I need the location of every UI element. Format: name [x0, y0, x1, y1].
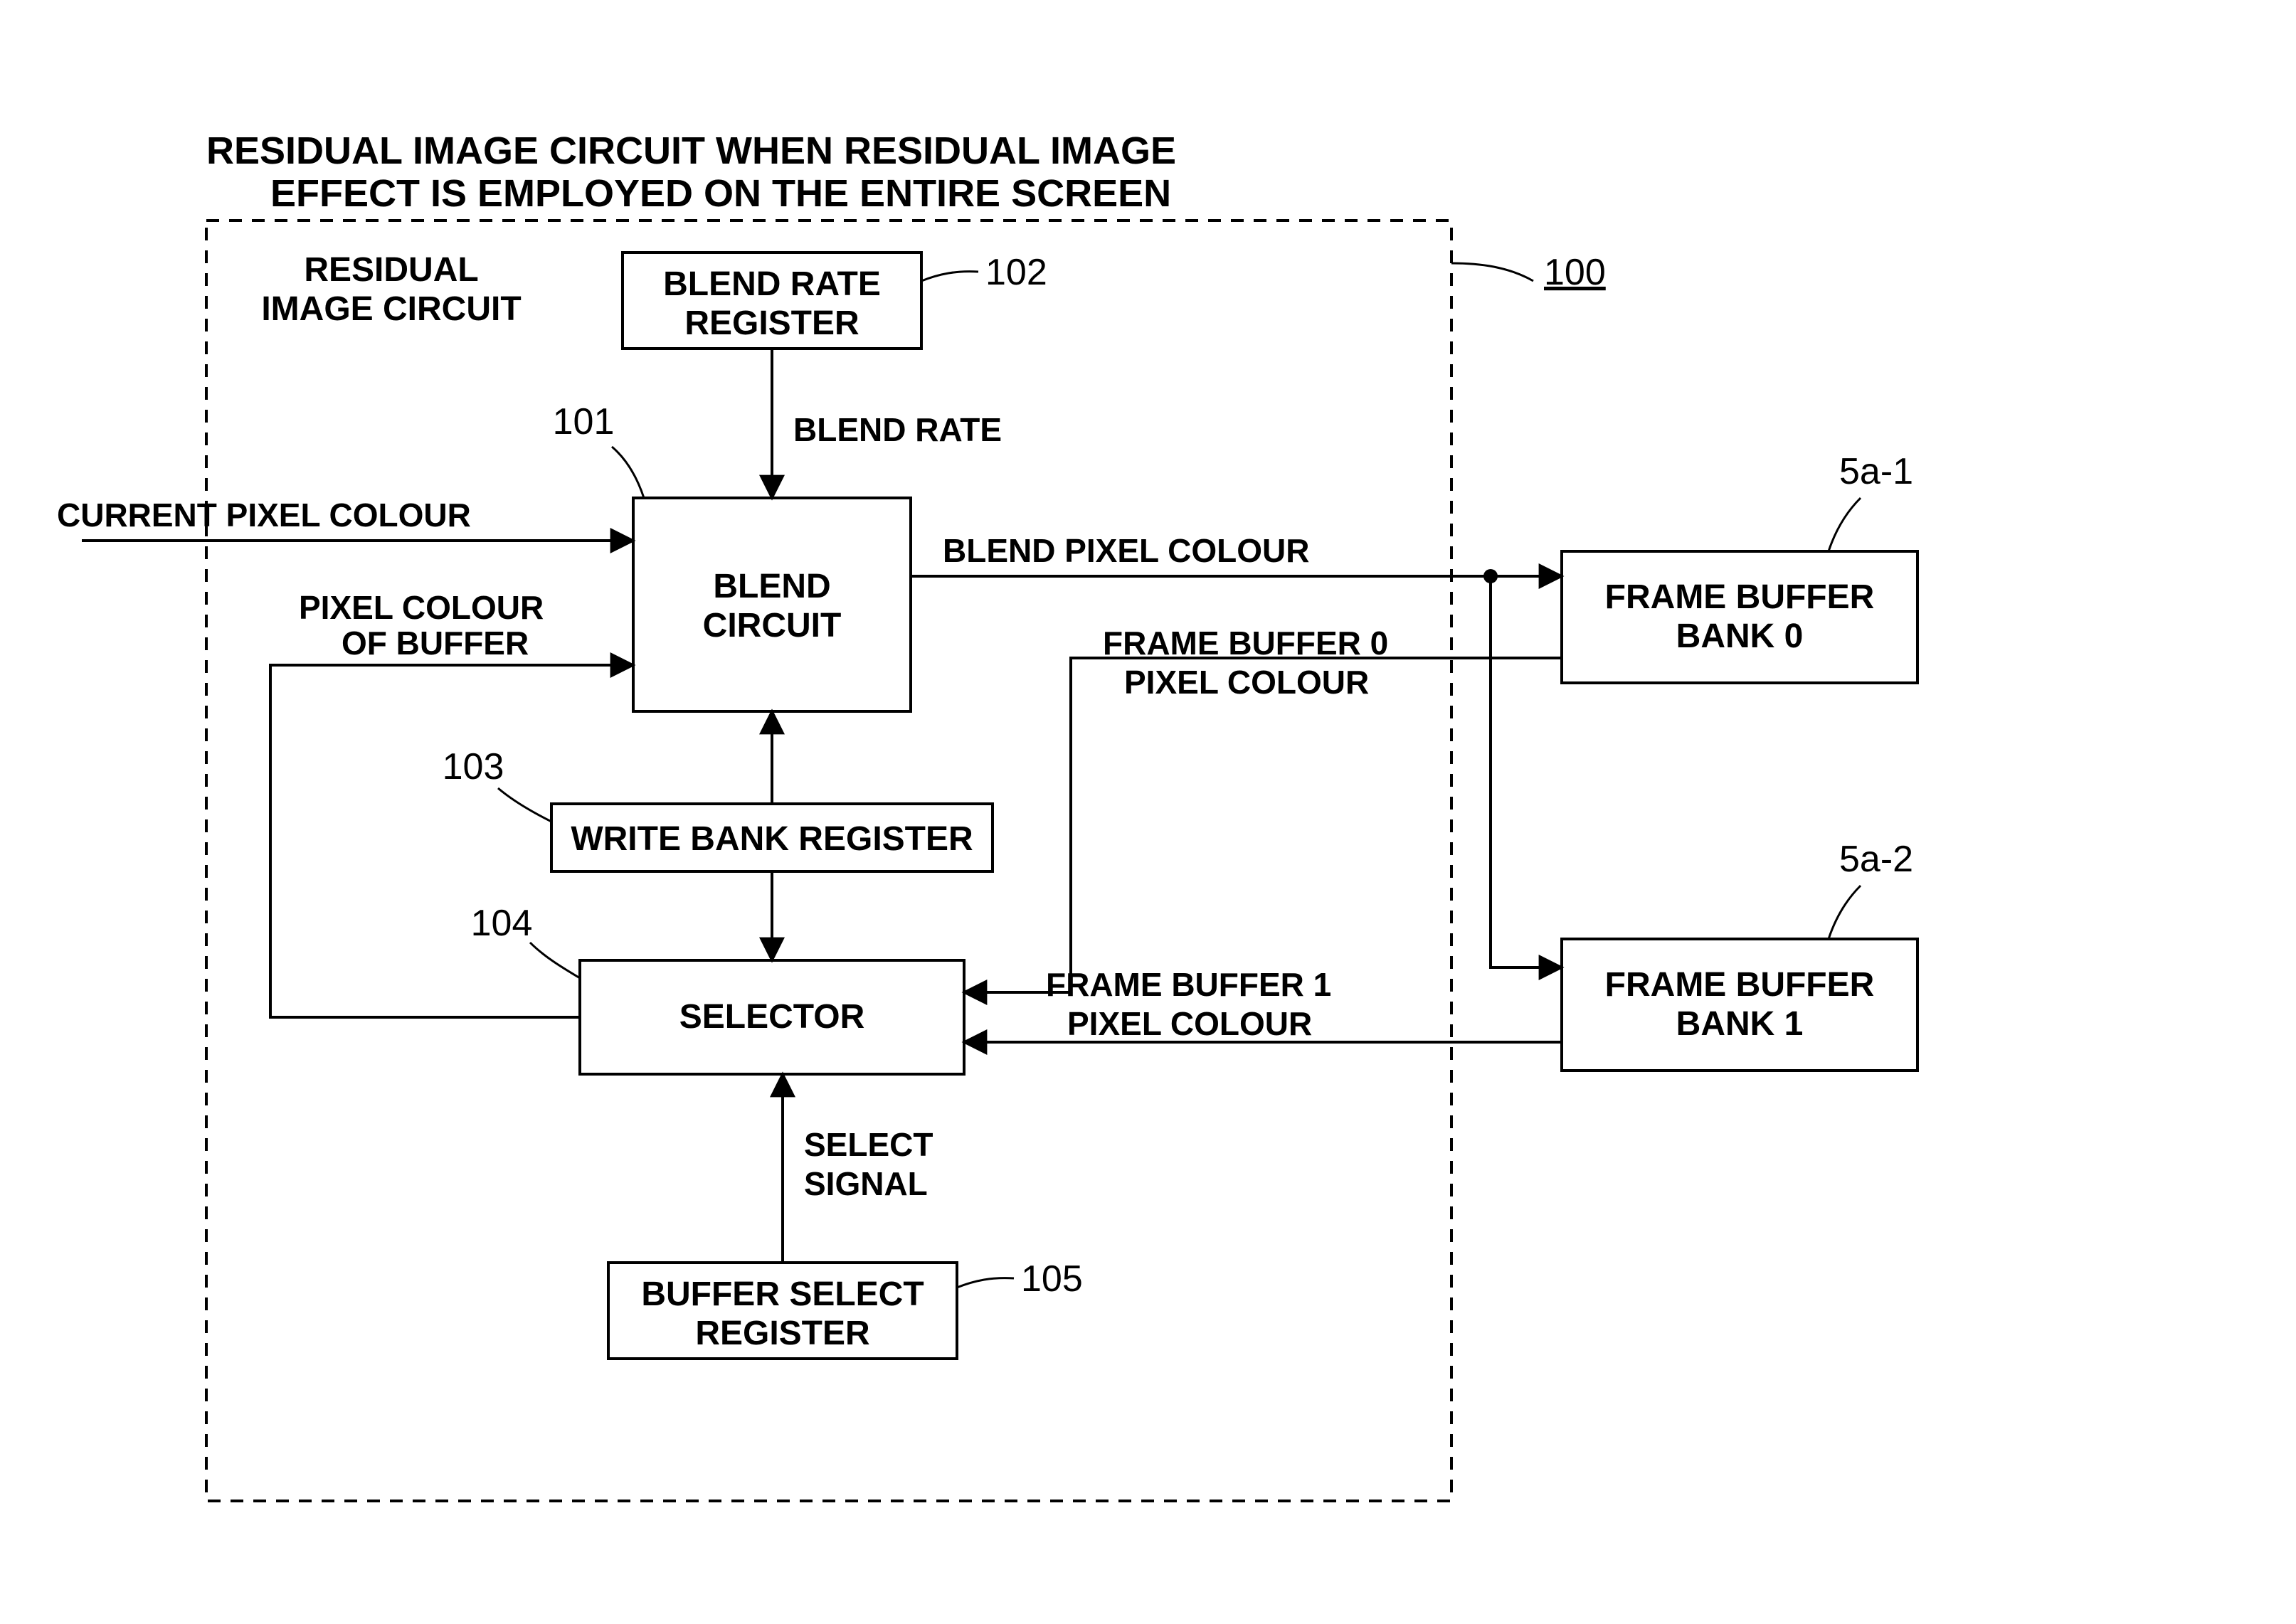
ref-101-leader: [612, 447, 644, 498]
ref-102-leader: [921, 272, 978, 281]
blend-circuit-label-1: BLEND: [713, 568, 830, 605]
blend-circuit-label-2: CIRCUIT: [703, 607, 842, 644]
signal-select-signal-2: SIGNAL: [804, 1165, 928, 1202]
buffer-select-register-label-2: REGISTER: [695, 1315, 869, 1352]
write-bank-register-label: WRITE BANK REGISTER: [571, 820, 973, 858]
signal-fb0-pixel-colour-1: FRAME BUFFER 0: [1103, 625, 1388, 662]
frame-buffer-bank-0-label-1: FRAME BUFFER: [1605, 578, 1875, 616]
signal-fb1-pixel-colour-2: PIXEL COLOUR: [1067, 1005, 1312, 1042]
container-label-line1: RESIDUAL: [304, 251, 478, 289]
frame-buffer-bank-1-label-1: FRAME BUFFER: [1605, 966, 1875, 1004]
selector-label: SELECTOR: [679, 998, 864, 1036]
ref-104-leader: [530, 943, 580, 978]
wire-fb0-to-selector: [964, 658, 1562, 992]
frame-buffer-bank-1-label-2: BANK 1: [1676, 1005, 1804, 1043]
frame-buffer-bank-0-label-2: BANK 0: [1676, 617, 1804, 655]
ref-5a1-leader: [1829, 498, 1861, 551]
ref-102-label: 102: [985, 252, 1047, 293]
ref-5a2-label: 5a-2: [1839, 839, 1913, 880]
signal-blend-rate: BLEND RATE: [793, 411, 1002, 448]
container-label-line2: IMAGE CIRCUIT: [261, 290, 521, 328]
ref-101-label: 101: [553, 401, 615, 442]
signal-select-signal-1: SELECT: [804, 1126, 933, 1163]
blend-rate-register-label-1: BLEND RATE: [663, 265, 881, 303]
signal-current-pixel-colour: CURRENT PIXEL COLOUR: [57, 497, 471, 534]
buffer-select-register-label-1: BUFFER SELECT: [641, 1275, 924, 1313]
ref-103-label: 103: [443, 746, 504, 787]
signal-pixel-colour-of-buffer-1: PIXEL COLOUR: [299, 589, 544, 626]
ref-105-label: 105: [1021, 1258, 1083, 1300]
signal-blend-pixel-colour: BLEND PIXEL COLOUR: [943, 532, 1309, 569]
blend-rate-register-label-2: REGISTER: [684, 304, 859, 342]
ref-103-leader: [498, 788, 551, 822]
ref-100-label: 100: [1544, 252, 1606, 293]
wire-blend-to-fb1: [1491, 576, 1562, 967]
ref-5a1-label: 5a-1: [1839, 451, 1913, 492]
ref-104-label: 104: [471, 903, 533, 944]
diagram-title-line2: EFFECT IS EMPLOYED ON THE ENTIRE SCREEN: [270, 172, 1171, 215]
ref-105-leader: [957, 1278, 1014, 1288]
diagram-title-line1: RESIDUAL IMAGE CIRCUIT WHEN RESIDUAL IMA…: [206, 129, 1176, 172]
signal-fb0-pixel-colour-2: PIXEL COLOUR: [1124, 664, 1369, 701]
residual-image-circuit-diagram: RESIDUAL IMAGE CIRCUIT WHEN RESIDUAL IMA…: [0, 0, 2296, 1624]
ref-5a2-leader: [1829, 886, 1861, 939]
signal-fb1-pixel-colour-1: FRAME BUFFER 1: [1046, 966, 1331, 1003]
signal-pixel-colour-of-buffer-2: OF BUFFER: [342, 625, 529, 662]
ref-100-leader: [1451, 263, 1533, 281]
